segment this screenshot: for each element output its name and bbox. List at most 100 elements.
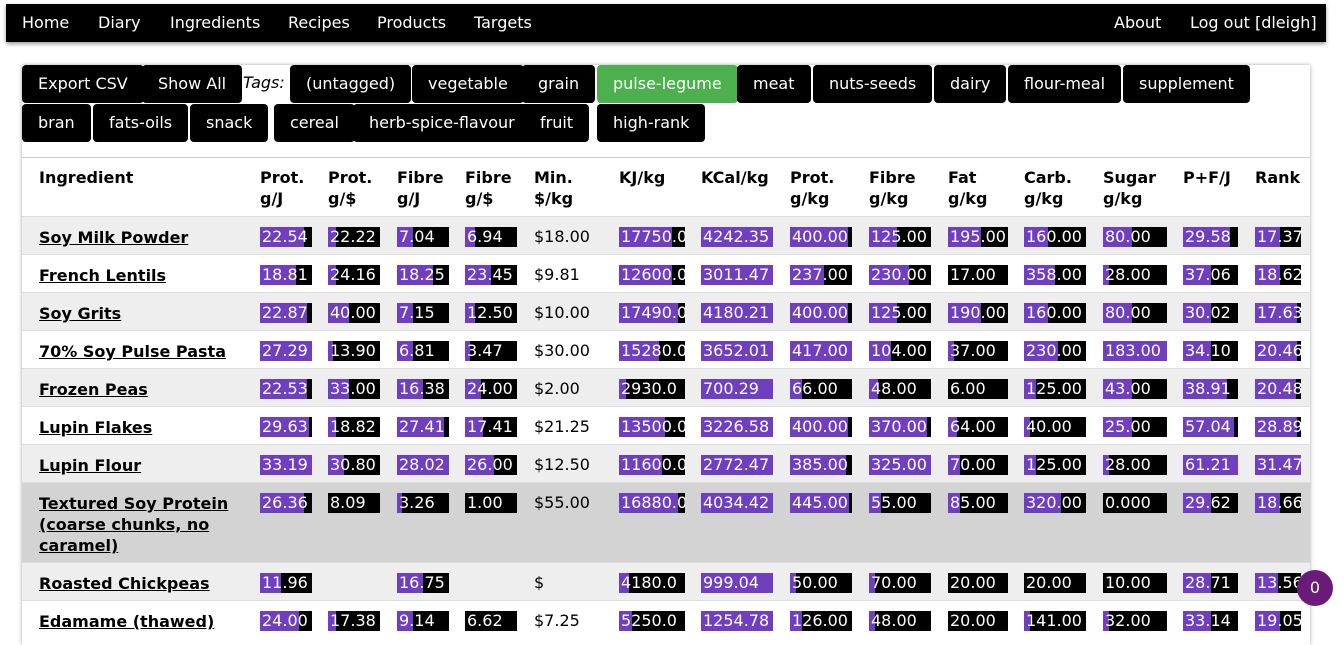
column-header[interactable]: Fibre g/J <box>397 168 444 208</box>
column-header[interactable]: Prot. g/$ <box>328 168 373 208</box>
cell-value: 6.81 <box>399 341 435 360</box>
column-header[interactable]: Sugar g/kg <box>1103 168 1157 208</box>
table-cell-bar: 48.00 <box>869 611 931 631</box>
value-bar-fill <box>869 573 876 593</box>
column-header[interactable]: Fat g/kg <box>948 168 988 208</box>
table-cell-bar: 22.87 <box>260 303 312 323</box>
logout-link[interactable]: Log out [dleigh] <box>1190 13 1317 32</box>
tag-pulse-legume[interactable]: pulse-legume <box>597 65 738 103</box>
value-bar-fill <box>1183 417 1235 437</box>
tag-flour-meal[interactable]: flour-meal <box>1008 65 1122 103</box>
column-header[interactable]: Ingredient <box>39 168 134 187</box>
table-cell-bar: 28.89 <box>1255 417 1301 437</box>
table-cell-bar: 38.91 <box>1183 379 1238 399</box>
nav-ingredients[interactable]: Ingredients <box>170 13 261 32</box>
column-header[interactable]: KCal/kg <box>701 168 769 187</box>
value-bar-fill <box>465 379 481 399</box>
nav-home[interactable]: Home <box>22 13 70 32</box>
table-cell-bar: 11600.0 <box>619 455 685 475</box>
table-cell-bar: 23.45 <box>465 265 517 285</box>
cell-value: 28.00 <box>1105 265 1151 284</box>
tag-meat[interactable]: meat <box>737 65 811 103</box>
cell-value: 125.00 <box>1026 379 1082 398</box>
cell-value: 66.00 <box>792 379 838 398</box>
ingredient-link[interactable]: Soy Grits <box>39 304 122 323</box>
column-header[interactable]: Prot. g/kg <box>790 168 835 208</box>
nav-products[interactable]: Products <box>377 13 447 32</box>
value-bar-fill <box>869 379 879 399</box>
column-header[interactable]: P+F/J <box>1183 168 1231 187</box>
tag-grain[interactable]: grain <box>522 65 596 103</box>
value-bar-fill <box>260 303 307 323</box>
value-bar-fill <box>1024 341 1059 361</box>
table-cell-bar: 9.14 <box>397 611 449 631</box>
value-bar-fill <box>619 493 679 513</box>
cell-value: 24.00 <box>262 611 308 630</box>
cell-value: 160.00 <box>1026 303 1082 322</box>
column-header[interactable]: Prot. g/J <box>260 168 305 208</box>
table-cell-bar: 7.04 <box>397 227 449 247</box>
table-cell-bar: 24.00 <box>260 611 312 631</box>
ingredient-link[interactable]: Soy Milk Powder <box>39 228 189 247</box>
tag-bran[interactable]: bran <box>22 104 91 142</box>
show-all-button[interactable]: Show All <box>142 65 243 103</box>
column-header[interactable]: Min. $/kg <box>534 168 574 208</box>
column-header[interactable]: Rank <box>1255 168 1301 187</box>
ingredient-link[interactable]: Lupin Flakes <box>39 418 153 437</box>
table-cell-bar: 230.00 <box>869 265 931 285</box>
table-cell-bar: 10.00 <box>1103 573 1167 593</box>
nav-about[interactable]: About <box>1114 13 1162 32</box>
table-row: French Lentils 18.81 24.16 18.25 23.45 $9.81 1… <box>22 254 1310 292</box>
ingredient-link[interactable]: 70% Soy Pulse Pasta <box>39 342 226 361</box>
column-header[interactable]: KJ/kg <box>619 168 666 187</box>
tag-dairy[interactable]: dairy <box>934 65 1007 103</box>
cell-value: 80.00 <box>1105 303 1151 322</box>
tag-fruit[interactable]: fruit <box>524 104 590 142</box>
notification-count-badge[interactable]: 0 <box>1297 570 1333 606</box>
table-cell: $18.00 <box>534 227 590 246</box>
value-bar-fill <box>948 341 954 361</box>
ingredient-link[interactable]: French Lentils <box>39 266 167 285</box>
value-bar-fill <box>260 341 312 361</box>
cell-value: 230.00 <box>871 265 927 284</box>
value-bar-fill <box>397 611 413 631</box>
table-cell-bar: 18.62 <box>1255 265 1301 285</box>
ingredient-link[interactable]: Textured Soy Protein (coarse chunks, no … <box>39 494 229 555</box>
tag-supplement[interactable]: supplement <box>1123 65 1250 103</box>
tag-vegetable[interactable]: vegetable <box>412 65 524 103</box>
table-cell-bar: 17.41 <box>465 417 517 437</box>
cell-value: 29.62 <box>1185 493 1231 512</box>
tag-herb-spice-flavour[interactable]: herb-spice-flavour <box>353 104 531 142</box>
ingredient-link[interactable]: Roasted Chickpeas <box>39 574 210 593</box>
nav-diary[interactable]: Diary <box>98 13 141 32</box>
value-bar-fill <box>1024 265 1055 285</box>
value-bar-fill <box>1255 265 1281 285</box>
table-cell-bar: 125.00 <box>1024 455 1086 475</box>
export-csv-button[interactable]: Export CSV <box>22 65 144 103</box>
tag-cereal[interactable]: cereal <box>274 104 355 142</box>
tag-high-rank[interactable]: high-rank <box>597 104 706 142</box>
column-header[interactable]: Fibre g/kg <box>869 168 916 208</box>
tag-fats-oils[interactable]: fats-oils <box>93 104 189 142</box>
value-bar-fill <box>869 341 891 361</box>
ingredient-link[interactable]: Edamame (thawed) <box>39 612 215 631</box>
nav-recipes[interactable]: Recipes <box>288 13 350 32</box>
column-header[interactable]: Fibre g/$ <box>465 168 512 208</box>
tag-snack[interactable]: snack <box>190 104 269 142</box>
ingredient-link[interactable]: Frozen Peas <box>39 380 148 399</box>
nav-targets[interactable]: Targets <box>474 13 532 32</box>
table-cell: $55.00 <box>534 493 590 512</box>
value-bar-fill <box>465 341 471 361</box>
column-header[interactable]: Carb. g/kg <box>1024 168 1072 208</box>
cell-value: 29.63 <box>262 417 308 436</box>
value-bar-fill <box>790 227 848 247</box>
cell-value: 17.41 <box>467 417 513 436</box>
tag-untagged[interactable]: (untagged) <box>290 65 412 103</box>
value-bar-fill <box>1103 417 1132 437</box>
table-row: Frozen Peas 22.53 33.00 16.38 24.00 $2.00 2930… <box>22 368 1310 406</box>
table-cell-bar: 5250.0 <box>619 611 685 631</box>
value-bar-fill <box>790 379 803 399</box>
tag-nuts-seeds[interactable]: nuts-seeds <box>813 65 933 103</box>
table-cell-bar: 29.58 <box>1183 227 1238 247</box>
ingredient-link[interactable]: Lupin Flour <box>39 456 142 475</box>
